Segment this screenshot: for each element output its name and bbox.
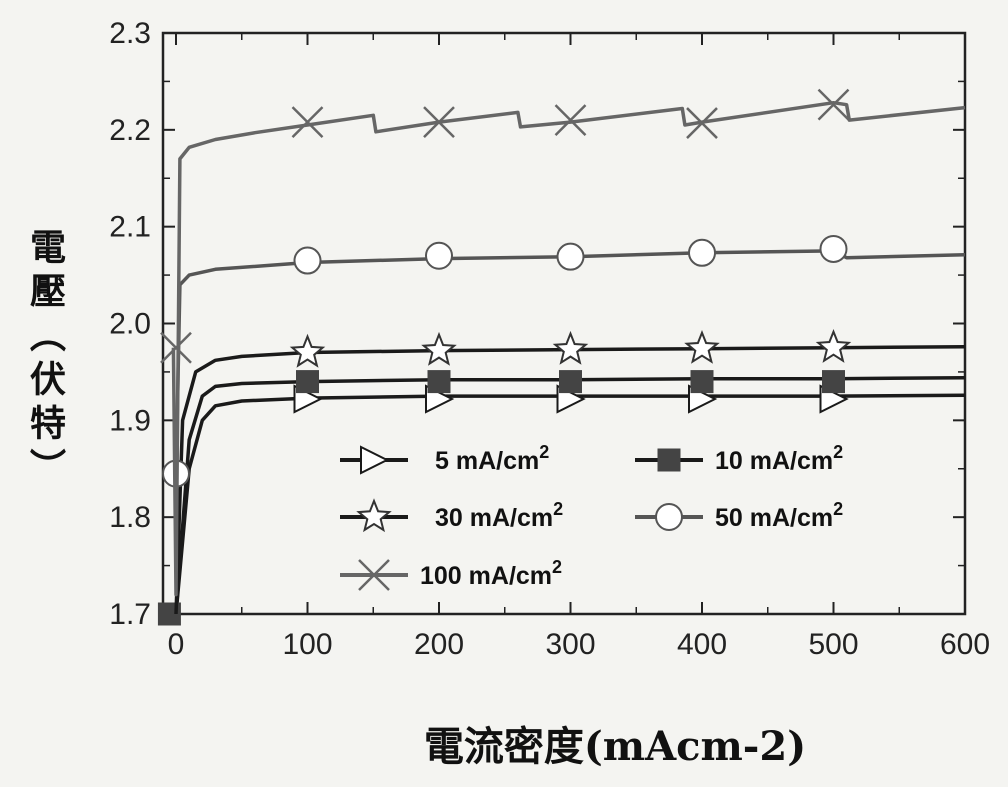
marker-stroke	[291, 106, 324, 138]
marker-stroke	[423, 106, 455, 138]
data-point	[421, 331, 457, 366]
data-point	[425, 241, 453, 270]
x-tick-label: 300	[545, 628, 595, 661]
data-point	[291, 106, 324, 138]
y-tick-label: 1.8	[109, 501, 151, 534]
legend-marker	[657, 448, 681, 472]
y-tick-label: 1.7	[109, 598, 151, 631]
legend-marker	[358, 559, 390, 591]
x-tick-label: 600	[940, 628, 990, 661]
series-1	[157, 370, 966, 626]
data-point	[296, 370, 319, 394]
data-point	[423, 106, 455, 138]
data-point	[686, 107, 718, 139]
data-point	[815, 328, 852, 363]
legend-item-4: 100 mA/cm2	[340, 557, 562, 591]
data-point	[289, 333, 326, 368]
data-point	[822, 370, 845, 394]
legend-label: 50 mA/cm2	[715, 499, 843, 532]
x-tick-label: 500	[808, 628, 858, 661]
series-2	[174, 328, 966, 615]
axis-ticks: 0 100 200 300 400 500 600 1.7 1.8 1.9 2.0 2.1 2.2 2.3	[109, 17, 990, 661]
legend-label: 5 mA/cm2	[435, 442, 549, 475]
legend-marker	[356, 498, 392, 533]
x-tick-label: 0	[168, 628, 185, 661]
data-point	[552, 330, 589, 365]
marker-stroke	[160, 331, 192, 364]
data-point	[690, 370, 714, 394]
x-tick-label: 400	[677, 628, 727, 661]
data-point	[817, 88, 850, 121]
y-tick-label: 2.3	[109, 17, 151, 50]
data-point	[559, 370, 582, 394]
x-axis-title: 電流密度(mAcm-2)	[424, 723, 806, 770]
legend-label: 30 mA/cm2	[435, 499, 563, 532]
legend-item-0: 5 mA/cm2	[340, 442, 549, 475]
data-point	[556, 242, 585, 271]
legend-marker	[360, 445, 390, 475]
marker-stroke	[817, 88, 850, 121]
marker-stroke	[686, 107, 718, 139]
data-point	[293, 246, 322, 275]
legend: 5 mA/cm2 10 mA/cm2 30 mA/cm2 50 mA/cm2 100 m…	[340, 442, 843, 591]
marker-stroke	[554, 104, 587, 137]
y-axis-title: 電壓（伏特）	[24, 228, 66, 492]
y-tick-label: 1.9	[109, 404, 151, 437]
y-tick-label: 2.1	[109, 211, 151, 244]
legend-marker	[655, 503, 683, 531]
legend-item-2: 30 mA/cm2	[340, 498, 563, 533]
marker-stroke	[358, 559, 390, 591]
series-line	[171, 100, 966, 597]
data-point	[427, 370, 451, 394]
data-point	[684, 329, 720, 364]
data-point	[554, 104, 587, 137]
legend-item-1: 10 mA/cm2	[635, 442, 843, 475]
y-tick-label: 2.0	[109, 308, 151, 341]
data-point	[688, 238, 716, 267]
data-point	[160, 331, 192, 364]
series-4	[160, 88, 966, 597]
x-tick-label: 100	[282, 628, 332, 661]
data-series	[157, 88, 966, 626]
legend-item-3: 50 mA/cm2	[635, 499, 843, 532]
legend-label: 10 mA/cm2	[715, 442, 843, 475]
data-point	[819, 234, 848, 263]
y-tick-label: 2.2	[109, 114, 151, 147]
legend-label: 100 mA/cm2	[420, 557, 562, 590]
x-tick-label: 200	[414, 628, 464, 661]
